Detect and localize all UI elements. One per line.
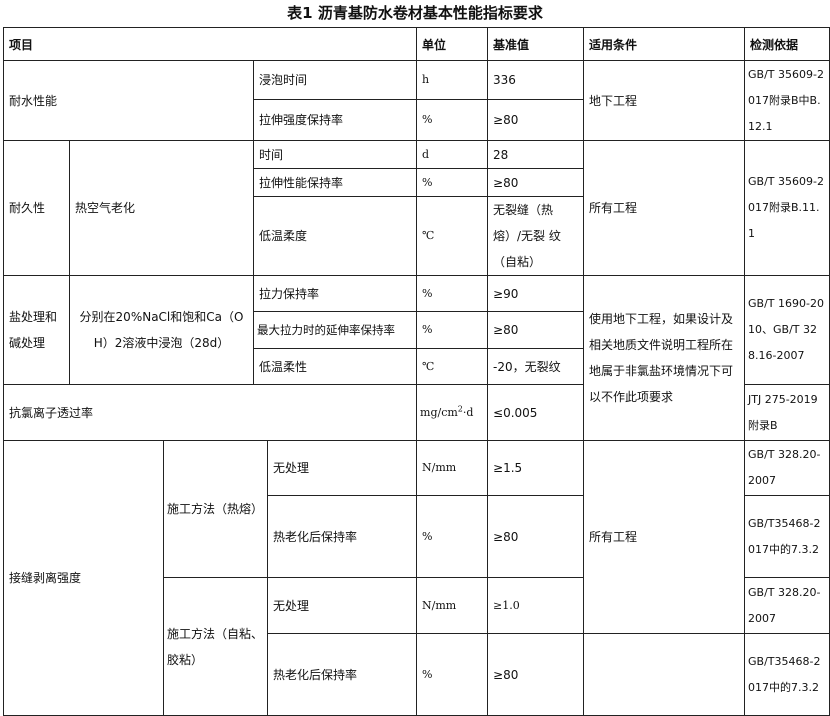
basis-cell: GB/T35468-2017中的7.3.2 (744, 495, 830, 578)
unit-cell: mg/cm2·d (416, 384, 489, 441)
table-title: 表1 沥青基防水卷材基本性能指标要求 (287, 4, 543, 22)
condition-cell: 使用地下工程，如果设计及相关地质文件说明工程所在地属于非氯盐环境情况下可以不作此… (583, 275, 746, 441)
value-cell: -20，无裂纹 (487, 348, 585, 385)
item-cell: 无处理 (266, 577, 418, 634)
header-condition: 适用条件 (583, 27, 746, 61)
item-cell: 拉伸性能保持率 (252, 168, 418, 197)
unit-tail: ·d (462, 405, 474, 419)
basis-cell: GB/T35468-2017中的7.3.2 (744, 633, 830, 716)
header-row: 项目 单位 基准值 适用条件 检测依据 (2, 27, 830, 61)
unit-cell: ℃ (416, 348, 489, 385)
condition-cell: 所有工程 (583, 140, 746, 276)
value-cell: ≥90 (487, 275, 585, 312)
unit-cell: ℃ (416, 196, 489, 276)
table-row: 盐处理和碱处理 分别在20%NaCl和饱和Ca（OH）2溶液中浸泡（28d） 拉… (3, 275, 830, 441)
value-cell: 336 (487, 60, 585, 100)
table-row: 耐水性能 浸泡时间 h 336 地下工程 GB/T 35609-2017附录B中… (3, 60, 830, 141)
item-cell: 低温柔性 (252, 348, 418, 385)
unit-cell: N/mm (416, 577, 489, 634)
unit-sup: 2 (457, 403, 463, 413)
table-row: 接缝剥离强度 施工方法（热熔） 无处理 N/mm ≥1.5 所有工程 GB/T … (3, 440, 830, 716)
item-cell: 低温柔度 (252, 196, 418, 276)
header-unit: 单位 (416, 27, 489, 61)
value-cell: 无裂缝（热熔）/无裂 纹（自粘） (487, 196, 585, 276)
method-name: 施工方法（自粘、胶粘） (163, 577, 268, 716)
item-cell: 无处理 (266, 440, 418, 496)
table-row: 拉伸强度保持率 % ≥80 (4, 99, 830, 141)
item-cell: 时间 (252, 140, 418, 169)
unit-cell: d (416, 140, 489, 169)
unit-cell: N/mm (416, 440, 489, 496)
basis-cell: GB/T 328.20-2007 (744, 577, 830, 634)
unit-cell: % (416, 495, 489, 578)
item-cell: 拉伸强度保持率 (252, 99, 418, 141)
value-cell: ≥1.5 (487, 440, 585, 496)
table-row: 最大拉力时的延伸率保持率 % ≥80 (4, 311, 830, 349)
condition-cell: 地下工程 (583, 60, 746, 141)
basis-cell: GB/T 328.20-2007 (744, 440, 830, 496)
salt-sub: 分别在20%NaCl和饱和Ca（OH）2溶液中浸泡（28d） (69, 275, 254, 385)
header-value: 基准值 (487, 27, 585, 61)
value-cell: ≥80 (487, 633, 585, 716)
seam-name: 接缝剥离强度 (3, 440, 164, 716)
spec-table: 项目 单位 基准值 适用条件 检测依据 耐水性能 浸泡时间 h 336 地下工程… (2, 27, 830, 716)
item-cell: 最大拉力时的延伸率保持率 (252, 311, 418, 349)
value-cell: ≥80 (487, 168, 585, 197)
unit-cell: h (416, 60, 489, 100)
unit-cell: % (416, 275, 489, 312)
chloride-name: 抗氯离子透过率 (2, 384, 418, 441)
basis-cell: GB/T 1690-2010、GB/T 328.16-2007 (744, 275, 830, 385)
durability-sub: 热空气老化 (69, 140, 254, 276)
item-cell: 拉力保持率 (252, 275, 418, 312)
table-row: 热老化后保持率 % ≥80 GB/T35468-2017中的7.3.2 (4, 495, 830, 578)
basis-cell: GB/T 35609-2017附录B中B.12.1 (744, 60, 830, 141)
value-cell: ≥80 (487, 99, 585, 141)
condition-cell: 所有工程 (583, 440, 746, 634)
header-item: 项目 (2, 27, 418, 61)
value-cell: 28 (487, 140, 585, 169)
header-basis: 检测依据 (744, 27, 830, 61)
value-cell: ≥80 (487, 495, 585, 578)
item-cell: 浸泡时间 (252, 60, 418, 100)
value-cell: ≤0.005 (487, 384, 585, 441)
durability-name: 耐久性 (3, 140, 70, 276)
table-row: 低温柔度 ℃ 无裂缝（热熔）/无裂 纹（自粘） (4, 196, 830, 276)
unit-base: mg/cm (420, 405, 458, 419)
basis-cell: JTJ 275-2019附录B (744, 384, 830, 441)
value-cell: ≥80 (487, 311, 585, 349)
value-cell: ≥1.0 (487, 577, 585, 634)
unit-cell: % (416, 168, 489, 197)
unit-cell: % (416, 311, 489, 349)
basis-cell: GB/T 35609-2017附录B.11.1 (744, 140, 830, 276)
condition-cell-empty (583, 633, 746, 716)
salt-name: 盐处理和碱处理 (3, 275, 70, 385)
item-cell: 热老化后保持率 (266, 633, 418, 716)
unit-cell: % (416, 633, 489, 716)
table-row: 抗氯离子透过率 mg/cm2·d ≤0.005 JTJ 275-2019附录B (2, 384, 830, 441)
water-name: 耐水性能 (3, 60, 254, 141)
item-cell: 热老化后保持率 (266, 495, 418, 578)
unit-cell: % (416, 99, 489, 141)
method-name: 施工方法（热熔） (163, 440, 268, 578)
table-row: 耐久性 热空气老化 时间 d 28 所有工程 GB/T 35609-2017附录… (3, 140, 830, 276)
